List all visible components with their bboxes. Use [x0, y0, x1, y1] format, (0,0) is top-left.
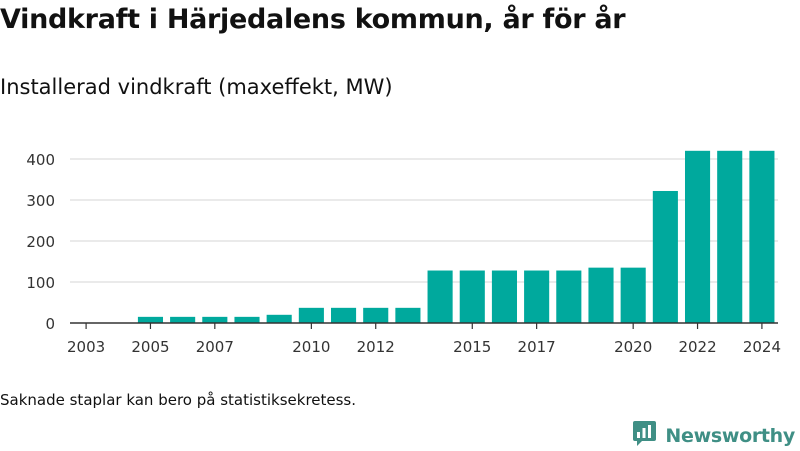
bar-2011	[330, 307, 357, 323]
x-tick-label: 2020	[614, 338, 652, 356]
bar-2013	[395, 307, 421, 323]
brand-logo: Newsworthy	[632, 420, 795, 451]
y-tick-label: 300	[26, 192, 55, 210]
x-tick-label: 2003	[67, 338, 105, 356]
y-tick-label: 0	[45, 315, 55, 333]
bars	[137, 150, 775, 323]
x-tick-label: 2005	[131, 338, 169, 356]
y-tick-label: 200	[26, 233, 55, 251]
newsworthy-logo-icon	[632, 420, 657, 451]
x-tick-label: 2024	[743, 338, 781, 356]
bar-2019	[588, 267, 614, 323]
bar-2017	[524, 270, 550, 323]
brand-name: Newsworthy	[665, 424, 795, 447]
x-tick-label: 2015	[453, 338, 491, 356]
x-tick-label: 2007	[196, 338, 234, 356]
bar-2021	[652, 190, 678, 323]
bar-2009	[266, 314, 292, 323]
bar-2023	[717, 150, 743, 323]
bar-2012	[363, 307, 389, 323]
bar-2007	[202, 316, 228, 323]
footnote: Saknade staplar kan bero på statistiksek…	[0, 391, 357, 409]
x-tick-label: 2012	[357, 338, 395, 356]
bar-2006	[170, 316, 196, 323]
x-tick-label: 2017	[518, 338, 556, 356]
bar-2010	[298, 307, 324, 323]
chart-subtitle: Installerad vindkraft (maxeffekt, MW)	[0, 75, 393, 99]
bar-2024	[749, 150, 775, 323]
y-axis-ticks: 0 100 200 300 400	[26, 151, 55, 333]
bar-2008	[234, 316, 260, 323]
x-tick-label: 2010	[292, 338, 330, 356]
chart-title: Vindkraft i Härjedalens kommun, år för å…	[0, 4, 626, 35]
y-tick-label: 400	[26, 151, 55, 169]
bar-2018	[556, 270, 582, 323]
x-axis-ticks: 2003 2005 2007 2010 2012 2015 2017 2020 2022 2024	[67, 323, 781, 356]
bar-2014	[427, 270, 453, 323]
bar-2022	[684, 150, 711, 323]
bar-2020	[620, 267, 646, 323]
bar-2005	[137, 316, 164, 323]
bar-2015	[459, 270, 485, 323]
x-tick-label: 2022	[678, 338, 716, 356]
bar-2016	[491, 270, 518, 323]
y-tick-label: 100	[26, 274, 55, 292]
